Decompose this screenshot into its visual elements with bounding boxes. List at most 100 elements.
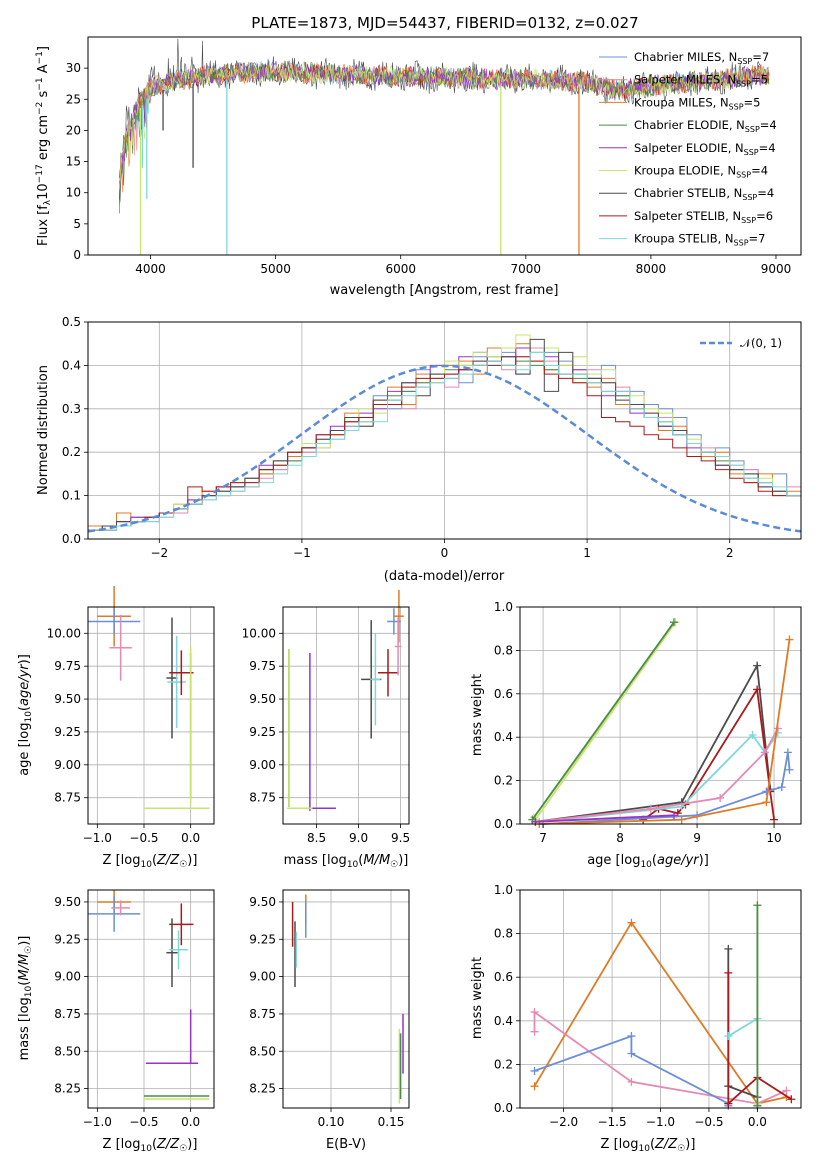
legend-label: Kroupa MILES, NSSP=5: [634, 95, 760, 111]
y-tick-label: 1.0: [494, 883, 513, 897]
y-tick-label: 0.4: [494, 1014, 513, 1028]
y-tick-label: 25: [66, 92, 81, 106]
y-tick-label: 9.50: [249, 895, 276, 909]
histogram-step: [88, 351, 801, 531]
legend-label-tail: =7: [752, 50, 769, 64]
x-tick-label: 9: [693, 831, 701, 845]
x-tick-label: −0.5: [129, 831, 158, 845]
weight-point: [530, 1082, 539, 1091]
weight-line: [543, 752, 791, 825]
y-tick-label: 1.0: [494, 600, 513, 614]
y-tick-label: 8.50: [54, 1044, 81, 1058]
mass-vs-metallicity-xlabel: Z [log10(Z/Z☉)]: [103, 1137, 198, 1154]
x-tick-label: 7000: [511, 262, 542, 276]
x-tick-label: 8000: [636, 262, 667, 276]
weight-point: [785, 635, 794, 644]
axes-frame: [519, 889, 802, 1109]
age-vs-mass-xlabel: mass [log10(M/M☉)]: [284, 853, 409, 870]
mass-weight-vs-metallicity-ylabel: mass weight: [470, 957, 485, 1039]
mass-vs-extinction-xlabel: E(B-V): [326, 1137, 366, 1152]
y-tick-label: 0.0: [62, 532, 81, 546]
legend-label-text: Salpeter MILES, N: [634, 73, 736, 87]
legend-label-text: Kroupa MILES, N: [634, 95, 729, 109]
legend-label: Chabrier STELIB, NSSP=4: [634, 186, 774, 202]
y-tick-label: 0.3: [62, 402, 81, 416]
weight-point: [762, 787, 771, 796]
weight-line: [535, 662, 772, 823]
y-tick-label: 8.75: [54, 791, 81, 805]
legend-label: Salpeter ELODIE, NSSP=4: [634, 141, 776, 157]
y-tick-label: 10.00: [47, 626, 81, 640]
y-tick-label: 8.75: [249, 791, 276, 805]
axes-frame: [87, 321, 802, 540]
legend-label-text: Chabrier ELODIE, N: [634, 118, 745, 132]
errorbar: [169, 930, 188, 970]
y-tick-label: 9.75: [249, 659, 276, 673]
y-tick-label: 0.8: [494, 643, 513, 657]
axes-frame: [87, 36, 802, 256]
legend-label-sub: SSP: [737, 57, 752, 66]
errorbar: [167, 635, 186, 728]
legend-label-text: Salpeter ELODIE, N: [634, 141, 744, 155]
x-tick-label: 4000: [135, 262, 166, 276]
weight-point: [530, 1027, 539, 1036]
x-tick-label: 7: [539, 831, 547, 845]
x-tick-label: 9.0: [349, 831, 368, 845]
y-tick-label: 8.75: [249, 1007, 276, 1021]
y-tick-label: 0.6: [494, 687, 513, 701]
y-tick-label: 9.00: [54, 758, 81, 772]
y-tick-label: 0.0: [494, 1101, 513, 1115]
x-tick-label: −2: [150, 546, 168, 560]
figure-title: PLATE=1873, MJD=54437, FIBERID=0132, z=0…: [251, 14, 638, 32]
mass-weight-vs-metallicity-xlabel: Z [log10(Z/Z☉)]: [601, 1137, 696, 1154]
legend-label-tail: =4: [759, 141, 776, 155]
x-tick-label: −1: [293, 546, 311, 560]
axes-frame: [87, 606, 215, 825]
y-tick-label: 8.75: [54, 1007, 81, 1021]
legend-label-sub: SSP: [729, 102, 744, 111]
weight-point: [627, 1049, 636, 1058]
errorbar: [393, 589, 404, 643]
y-tick-label: 15: [66, 155, 81, 169]
legend-label-sub: SSP: [744, 148, 759, 157]
weight-line: [535, 814, 675, 823]
x-tick-label: 0.0: [748, 1115, 767, 1129]
legend-label-sub: SSP: [745, 125, 760, 134]
legend-label: Salpeter STELIB, NSSP=6: [634, 209, 773, 225]
y-tick-label: 9.00: [249, 758, 276, 772]
weight-point: [724, 944, 733, 953]
histogram-xlabel: (data-model)/error: [384, 569, 505, 584]
x-tick-label: −1.5: [597, 1115, 626, 1129]
errorbar: [394, 617, 402, 676]
legend-label-sub: SSP: [734, 239, 749, 248]
x-tick-label: 9.5: [391, 831, 410, 845]
mass-weight-vs-metallicity-panel: −2.0 −1.5 −1.0 −0.5 0.0 0.0 0.2 0.4 0.6 0.8 1.0 Z …: [470, 883, 802, 1154]
y-tick-label: 30: [66, 61, 81, 75]
mass-vs-metallicity-ylabel: mass [log10(M/M☉)]: [17, 936, 34, 1061]
mass-weight-vs-age-xlabel: age [log10(age/yr)]: [587, 853, 709, 870]
weight-line: [533, 621, 677, 821]
weight-point: [716, 793, 725, 802]
spectrum-line: [119, 61, 770, 190]
legend-label-tail: =5: [751, 73, 768, 87]
axes-frame: [519, 606, 802, 825]
weight-point: [724, 968, 733, 977]
y-tick-label: 20: [66, 123, 81, 137]
weight-point: [760, 748, 769, 757]
x-tick-label: −1.0: [83, 1115, 112, 1129]
age-vs-metallicity-panel: −1.0 −0.5 0.0 8.75 9.00 9.25 9.50 9.75 10.00 Z […: [17, 585, 215, 870]
axes-frame: [282, 606, 410, 825]
x-tick-label: 0.15: [378, 1115, 405, 1129]
x-tick-label: 0: [441, 546, 449, 560]
x-tick-label: 8: [616, 831, 624, 845]
weight-point: [646, 804, 655, 813]
legend-label-text: Chabrier STELIB, N: [634, 186, 742, 200]
y-tick-label: 8.50: [249, 1044, 276, 1058]
weight-point: [753, 661, 762, 670]
weight-point: [627, 1032, 636, 1041]
legend-label: Chabrier MILES, NSSP=7: [634, 50, 769, 66]
weight-point: [724, 1099, 733, 1108]
x-tick-label: 0.0: [181, 831, 200, 845]
